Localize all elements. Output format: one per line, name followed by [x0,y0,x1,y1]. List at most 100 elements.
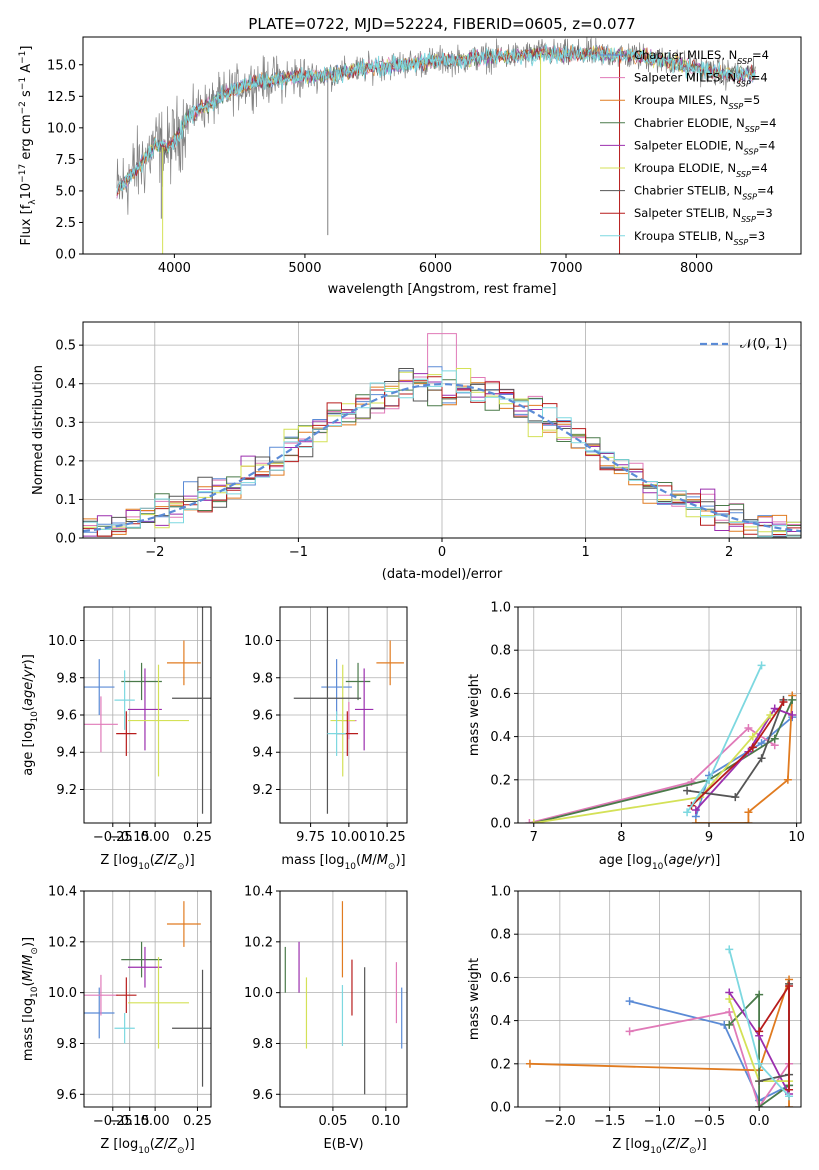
y-tick-label: 9.2 [252,783,273,798]
legend-text: Chabrier ELODIE, N [634,116,745,130]
label-part: Z [log [100,853,138,868]
label-part: yr [696,853,712,868]
weight-marker [683,786,692,795]
x-tick-label: −0.25 [93,1114,133,1129]
weight-marker [744,808,753,817]
weight-marker [755,990,764,999]
weight-marker [744,723,753,732]
axes-frame [83,890,212,1108]
weight-line [529,726,776,823]
label-part: −1 [18,77,28,90]
x-tick-label: 8000 [680,261,713,276]
weight-marker [757,661,766,670]
label-part: −1 [18,51,28,64]
errorbar-point [345,662,371,701]
y-axis-label: mass weight [467,958,482,1040]
weight-vs-Z-panel: −2.0 −1.5 −1.0 −0.5 0.0 0.0 0.2 0.4 0.6 0.8 1.0 mas… [467,885,802,1156]
spectrum-panel: 4000 5000 6000 7000 8000 0.0 2.5 5.0 7.5 10.0 12.5… [18,36,802,297]
histograms [83,333,801,538]
weight-marker [788,695,797,704]
errorbar-point [354,668,374,751]
weight-lines [525,661,797,823]
errorbar-point [327,711,346,756]
weight-marker [779,698,788,707]
errorbar-point [84,696,118,753]
weight-line [533,699,794,823]
axes-frame [82,321,802,539]
y-tick-label: 10.0 [244,634,273,649]
normal-curve [83,382,801,533]
label-part: )] [185,853,195,868]
legend-entry: Salpeter ELODIE, NSSP=4 [634,138,775,156]
weight-marker [766,711,775,719]
errorbar-point [166,640,201,686]
legend-sub: SSP [736,170,751,179]
label-part: M [361,853,372,868]
y-tick-label: 0.5 [55,339,76,354]
label-part: ⊙ [689,1146,697,1156]
weight-marker [725,1007,734,1016]
label-part: λ [28,199,38,205]
label-part: 10 [30,711,40,723]
label-part: )] [697,1137,707,1152]
label-part: erg cm [19,114,34,163]
legend-text: =4 [758,138,775,152]
weight-marker [705,775,714,784]
label-part: M [377,853,388,868]
label-part: Z [154,1137,165,1152]
label-part: Z [679,1137,690,1152]
x-tick-label: −0.15 [110,1114,150,1129]
label-part: s [19,90,34,101]
errorbar-point [128,664,189,777]
label-part: ⊙ [177,1146,185,1156]
errorbar-point [376,640,404,686]
y-tick-label: 9.4 [56,746,77,761]
label-part: Z [167,853,178,868]
legend-text: =4 [752,48,769,62]
x-tick-label: 0.05 [318,1114,347,1129]
x-tick-label: 7000 [549,261,582,276]
y-tick-label: 0.4 [490,730,511,745]
x-tick-label: −1.0 [644,1114,676,1129]
label-part: 10 [650,1146,662,1156]
label-part: Z [666,1137,677,1152]
legend-entry: Salpeter MILES, NSSP=4 [634,71,768,89]
y-tick-label: 9.6 [56,1088,77,1103]
axes-frame [279,606,408,824]
label-part: 10 [30,986,40,998]
y-tick-label: 0.0 [490,1101,511,1116]
label-part: Flux [f [19,204,34,245]
legend-text: Salpeter ELODIE, N [634,138,744,152]
label-part: )] [395,853,405,868]
legend-sub: SSP [741,215,756,224]
mass-vs-Z-panel: −0.25−0.150.00 0.25 9.6 9.8 10.0 10.2 10.4 Z [l… [21,885,212,1157]
x-tick-label: 0 [438,545,446,560]
label-part: ] [19,46,34,51]
y-tick-label: 9.4 [252,746,273,761]
weight-marker [525,819,534,823]
y-tick-label: 12.5 [47,90,76,105]
errorbars [84,607,211,814]
x-tick-label: −2.0 [544,1114,576,1129]
legend-sub: SSP [734,237,749,246]
label-part: ⊙ [30,947,40,955]
label-part: ⊙ [177,862,185,872]
label-part: 10 [138,862,150,872]
x-tick-label: 10 [788,830,805,845]
legend-text: Kroupa STELIB, N [634,229,734,243]
weight-marker [785,1103,794,1107]
y-axis-label: mass [log10(M/M⊙)] [21,937,40,1061]
x-tick-label: 9 [705,830,713,845]
y-tick-label: 10.0 [47,121,76,136]
y-tick-label: 10.4 [244,885,273,900]
y-tick-label: 0.0 [55,248,76,263]
y-tick-label: 10.0 [244,986,273,1001]
errorbar-point [172,607,211,814]
y-tick-label: 2.5 [55,216,76,231]
weight-marker [725,945,734,954]
weight-marker [748,732,757,741]
errorbar-point [293,607,362,814]
y-tick-label: 0.1 [55,493,76,508]
weight-marker [755,1077,764,1086]
